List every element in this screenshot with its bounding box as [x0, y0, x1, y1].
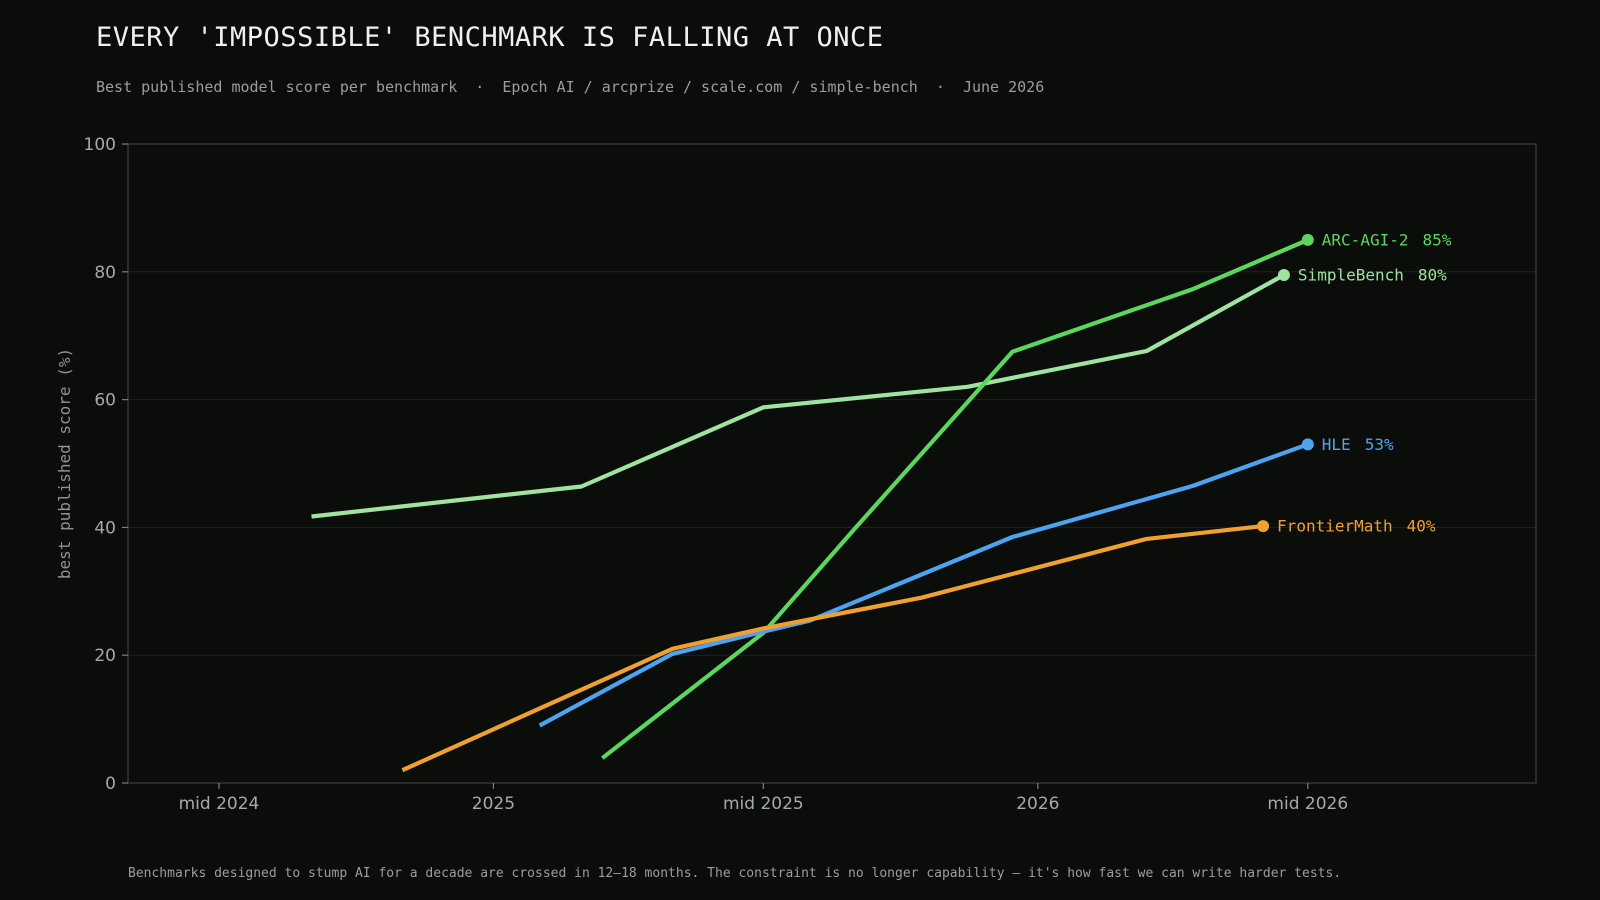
axes: 0 20 40 60 80 100 mid 2024 2025 mid 2025 2026 mid … [84, 135, 1349, 814]
y-tick-label-80: 80 [94, 263, 116, 283]
series-end-dot-frontiermath [1257, 520, 1270, 533]
gridlines [128, 271, 1536, 656]
series-value-arc-agi-2: 85% [1422, 230, 1451, 249]
series-name-simplebench: SimpleBench [1298, 265, 1404, 284]
series-end-label-frontiermath: FrontierMath 40% [1277, 517, 1436, 536]
x-tick-label-1: 2025 [472, 794, 515, 814]
y-tick-label-60: 60 [94, 391, 116, 411]
series-line-simplebench [311, 273, 1285, 519]
series-end-dot-arc-agi-2 [1301, 233, 1314, 246]
chart-title: EVERY 'IMPOSSIBLE' BENCHMARK IS FALLING … [96, 22, 884, 53]
series-end-dot-simplebench [1277, 268, 1290, 281]
x-tick-label-0: mid 2024 [179, 794, 260, 814]
series-line-arc-agi-2 [601, 237, 1309, 760]
x-tick-label-3: 2026 [1016, 794, 1059, 814]
series-name-arc-agi-2: ARC-AGI-2 [1322, 230, 1409, 249]
series-end-dot-hle [1301, 438, 1314, 451]
series-name-frontiermath: FrontierMath [1277, 517, 1393, 536]
y-tick-label-100: 100 [84, 135, 116, 155]
series-value-frontiermath: 40% [1407, 517, 1436, 536]
y-tick-label-0: 0 [105, 774, 116, 794]
x-tick-label-2: mid 2025 [723, 794, 804, 814]
series-end-label-hle: HLE 53% [1322, 435, 1394, 454]
series-line-frontiermath [401, 524, 1264, 773]
series-end-label-simplebench: SimpleBench 80% [1298, 265, 1447, 284]
series-value-simplebench: 80% [1418, 265, 1447, 284]
series-name-hle: HLE [1322, 435, 1351, 454]
y-tick-label-40: 40 [94, 518, 116, 538]
y-axis-label: best published score (%) [55, 348, 74, 579]
series-end-labels: SimpleBench 80% ARC-AGI-2 85% HLE 53% Frontier… [1277, 230, 1452, 535]
series-lines [311, 233, 1314, 773]
plot-area [127, 143, 1537, 784]
y-tick-label-20: 20 [94, 646, 116, 666]
chart-subtitle: Best published model score per benchmark… [96, 78, 1045, 96]
series-line-hle [538, 442, 1309, 728]
series-end-label-arc-agi-2: ARC-AGI-2 85% [1322, 230, 1452, 249]
footnote: Benchmarks designed to stump AI for a de… [128, 866, 1342, 881]
x-tick-label-4: mid 2026 [1267, 794, 1348, 814]
series-value-hle: 53% [1365, 435, 1394, 454]
